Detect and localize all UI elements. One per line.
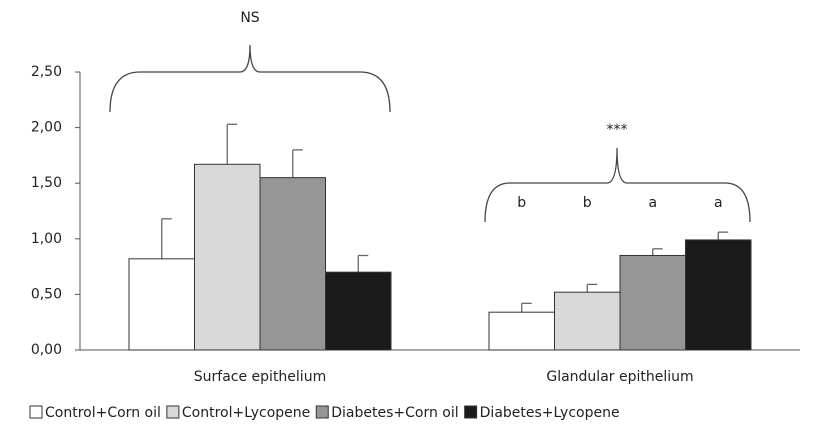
legend-label: Diabetes+Corn oil bbox=[331, 405, 458, 421]
group-letter: b bbox=[517, 195, 526, 211]
legend-label: Control+Corn oil bbox=[45, 405, 161, 421]
legend-label: Diabetes+Lycopene bbox=[480, 405, 620, 421]
y-tick-label: 0,50 bbox=[31, 286, 62, 302]
legend-swatch bbox=[315, 405, 329, 419]
bar bbox=[259, 177, 326, 351]
bar bbox=[128, 258, 195, 351]
y-tick-label: 0,00 bbox=[31, 342, 62, 358]
group-letter: a bbox=[714, 195, 723, 211]
legend-swatch bbox=[464, 405, 478, 419]
y-tick-label: 1,00 bbox=[31, 231, 62, 247]
bar bbox=[194, 163, 261, 351]
bar bbox=[619, 254, 686, 351]
group-letter: b bbox=[583, 195, 592, 211]
bar bbox=[488, 311, 555, 351]
x-tick-label: Surface epithelium bbox=[194, 369, 326, 385]
y-tick-label: 2,00 bbox=[31, 120, 62, 136]
y-tick-label: 1,50 bbox=[31, 175, 62, 191]
legend-label: Control+Lycopene bbox=[182, 405, 310, 421]
group-letter: a bbox=[648, 195, 657, 211]
brace bbox=[109, 44, 391, 113]
x-tick-label: Glandular epithelium bbox=[546, 369, 693, 385]
y-tick-label: 2,50 bbox=[31, 64, 62, 80]
brace bbox=[484, 147, 751, 223]
bar bbox=[685, 239, 752, 351]
legend-swatch bbox=[166, 405, 180, 419]
annotation: *** bbox=[607, 122, 628, 138]
bar bbox=[554, 291, 621, 351]
legend-swatch bbox=[29, 405, 43, 419]
bar bbox=[325, 271, 392, 351]
annotation: NS bbox=[240, 10, 259, 26]
